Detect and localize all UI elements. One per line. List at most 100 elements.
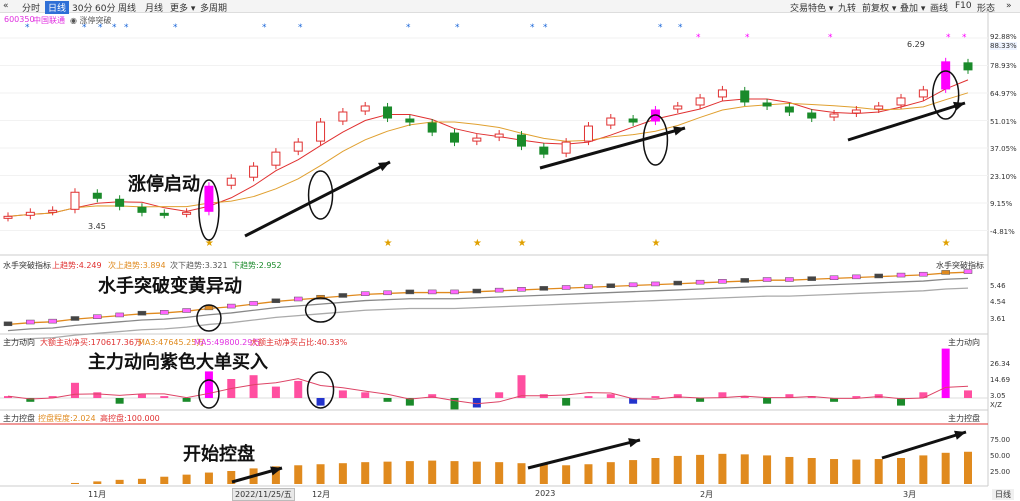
tab-more[interactable]: 更多 ▾ — [170, 4, 196, 14]
menu-adjust[interactable]: 前复权 ▾ — [862, 4, 897, 14]
control-bar — [271, 466, 280, 484]
breakout-bar — [3, 321, 13, 327]
breakout-bar — [896, 272, 906, 278]
control-bar — [562, 465, 571, 484]
trend-arrow — [847, 101, 966, 142]
breakout-bar — [360, 291, 370, 296]
main-force-bar — [115, 398, 124, 404]
candle-body — [316, 121, 326, 142]
control-bar — [584, 464, 593, 484]
back-icon[interactable]: « — [3, 1, 9, 11]
tab-weekly[interactable]: 周线 — [118, 4, 137, 14]
main-force-bar — [137, 394, 146, 398]
tab-30min[interactable]: 30分 — [72, 4, 93, 14]
breakout-bar — [628, 282, 638, 288]
main-force-bar — [852, 396, 861, 398]
main-force-bar — [696, 398, 705, 402]
candle-body — [896, 97, 906, 106]
candle-body — [829, 113, 839, 118]
control-bar — [405, 461, 414, 484]
breakout-bar — [762, 277, 772, 282]
panel3-axis-0: 26.34 — [990, 360, 1011, 368]
breakout-bar — [785, 277, 794, 282]
main-force-bar — [673, 394, 682, 398]
annotation-limit-up-start: 涨停启动 — [128, 174, 200, 195]
period-button[interactable]: 日线 — [992, 489, 1014, 500]
main-force-bar — [26, 398, 35, 402]
control-bar — [428, 460, 437, 484]
signal-star: * — [262, 23, 267, 33]
candle-body — [204, 185, 214, 212]
trend-arrow-head — [953, 101, 965, 111]
main-force-ma — [7, 378, 969, 405]
menu-overlay[interactable]: 叠加 ▾ — [900, 4, 926, 14]
x-label-2023: 2023 — [535, 489, 556, 498]
annotation-start-control: 开始控盘 — [183, 444, 255, 465]
breakout-bar — [70, 316, 80, 321]
stock-code: 600350 — [4, 15, 35, 24]
signal-checkbox[interactable]: ◉ 涨停突破 — [70, 16, 112, 25]
trend-arrow — [527, 438, 641, 470]
main-force-bar — [271, 386, 280, 398]
signal-star: * — [530, 23, 535, 33]
candle-body — [673, 105, 683, 110]
breakout-bar — [293, 296, 303, 302]
panel3-v3: MA5:49800.29万 — [194, 338, 261, 347]
signal-star: * — [696, 33, 701, 43]
signal-star: * — [946, 33, 951, 43]
candle-body — [606, 117, 616, 126]
control-bar — [539, 464, 548, 484]
candle-body — [405, 118, 415, 123]
panel2-title: 水手突破指标 — [3, 261, 51, 270]
x-label-mar: 3月 — [903, 490, 917, 499]
menu-f10[interactable]: F10 — [955, 1, 972, 11]
tab-minute[interactable]: 分时 — [22, 4, 41, 14]
candle-body — [271, 151, 281, 166]
main-force-bar — [718, 392, 727, 398]
candle-body — [360, 105, 370, 112]
x-label-dec: 12月 — [312, 490, 331, 499]
menu-trade-feature[interactable]: 交易特色 ▾ — [790, 4, 834, 14]
panel4-right-title: 主力控盘 — [948, 414, 980, 423]
main-force-bar — [584, 396, 593, 398]
candle-body — [494, 133, 504, 138]
breakout-bar — [807, 276, 816, 281]
price-axis-4: 51.01% — [990, 118, 1017, 126]
candle-body — [293, 141, 303, 152]
breakout-bar — [673, 280, 683, 286]
main-force-bar — [651, 396, 660, 398]
tab-daily[interactable]: 日线 — [45, 1, 70, 14]
tab-60min[interactable]: 60分 — [95, 4, 116, 14]
signal-star: * — [962, 33, 967, 43]
candle-body — [628, 118, 638, 123]
forward-icon[interactable]: » — [1006, 1, 1012, 11]
candle-body — [851, 109, 861, 114]
price-axis-3: 64.97% — [990, 90, 1017, 98]
signal-star: * — [25, 23, 30, 33]
breakout-bar — [137, 310, 147, 316]
main-force-bar — [4, 396, 12, 398]
menu-draw[interactable]: 画线 — [930, 4, 949, 14]
breakout-bar — [26, 319, 35, 325]
menu-nine-turn[interactable]: 九转 — [838, 4, 857, 14]
breakout-bar — [160, 310, 169, 315]
control-bar — [495, 462, 504, 484]
breakout-bar — [115, 312, 124, 318]
gold-star-marker: ★ — [517, 238, 526, 249]
panel2-v4: 下趋势:2.952 — [232, 261, 282, 270]
control-bar — [651, 458, 660, 484]
main-force-bar — [361, 392, 370, 398]
menu-pattern[interactable]: 形态 — [977, 4, 996, 14]
trend-arrow-head — [378, 162, 390, 172]
main-force-bar — [450, 398, 459, 410]
candle-body — [92, 192, 102, 199]
tab-monthly[interactable]: 月线 — [145, 4, 164, 14]
tab-multi-period[interactable]: 多周期 — [200, 4, 228, 14]
signal-star: * — [98, 23, 103, 33]
trend-line — [7, 277, 969, 332]
candle-body — [918, 89, 928, 98]
control-bar — [919, 455, 928, 484]
highlight-ellipse — [306, 371, 335, 409]
annotation-breakout-yellow: 水手突破变黄异动 — [98, 276, 242, 297]
